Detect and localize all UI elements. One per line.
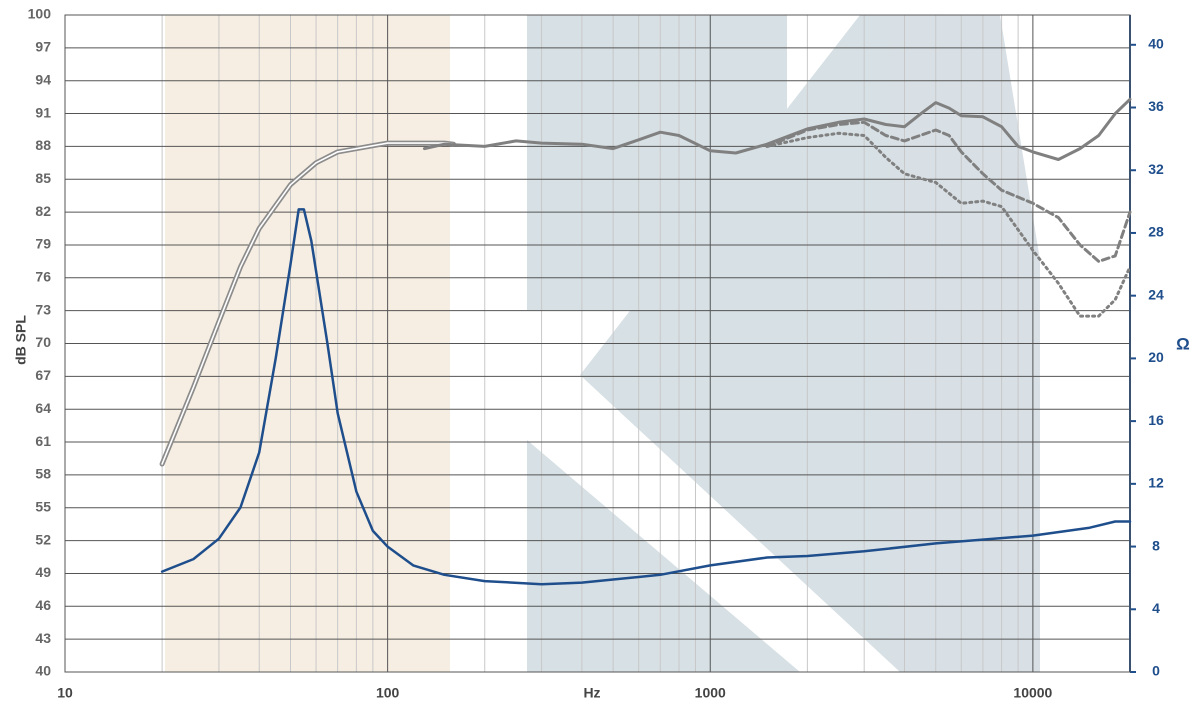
y-tick-label: 76 bbox=[35, 269, 51, 285]
y2-tick-label: 0 bbox=[1152, 663, 1160, 679]
y-tick-label: 70 bbox=[35, 334, 51, 350]
y-tick-label: 52 bbox=[35, 531, 51, 547]
y2-tick-label: 32 bbox=[1148, 161, 1164, 177]
y-tick-label: 97 bbox=[35, 39, 51, 55]
y2-tick-label: 24 bbox=[1148, 286, 1164, 302]
y-tick-label: 82 bbox=[35, 203, 51, 219]
line bbox=[160, 208, 1132, 586]
plot-frame bbox=[64, 14, 1131, 673]
y2-tick-label: 4 bbox=[1152, 600, 1160, 616]
line-inner bbox=[161, 142, 455, 465]
y-tick-label: 88 bbox=[35, 137, 51, 153]
line bbox=[765, 131, 1132, 318]
y-tick-label: 61 bbox=[35, 433, 51, 449]
x-axis-label: Hz bbox=[583, 685, 600, 701]
x-tick-label: 10 bbox=[57, 685, 73, 701]
y-tick-label: 43 bbox=[35, 630, 51, 646]
line bbox=[422, 97, 1132, 161]
y2-tick-label: 40 bbox=[1148, 35, 1164, 51]
y2-axis-label: Ω bbox=[1176, 334, 1190, 353]
y-tick-label: 79 bbox=[35, 236, 51, 252]
y2-tick-label: 20 bbox=[1148, 349, 1164, 365]
y2-tick-label: 36 bbox=[1148, 98, 1164, 114]
y2-tick-label: 12 bbox=[1148, 475, 1164, 491]
y-tick-label: 55 bbox=[35, 498, 51, 514]
y-tick-label: 100 bbox=[28, 6, 52, 22]
y-tick-label: 94 bbox=[35, 71, 51, 87]
y-tick-label: 67 bbox=[35, 367, 51, 383]
y-tick-label: 64 bbox=[35, 400, 51, 416]
y-tick-label: 46 bbox=[35, 597, 51, 613]
y-tick-label: 85 bbox=[35, 170, 51, 186]
y2-tick-label: 28 bbox=[1148, 224, 1164, 240]
x-tick-label: 100 bbox=[376, 685, 400, 701]
x-tick-label: 10000 bbox=[1013, 685, 1052, 701]
y2-tick-label: 8 bbox=[1152, 537, 1160, 553]
y-tick-label: 73 bbox=[35, 301, 51, 317]
y-axis-label: dB SPL bbox=[13, 315, 29, 365]
y-tick-label: 49 bbox=[35, 564, 51, 580]
line bbox=[765, 120, 1132, 263]
x-tick-label: 1000 bbox=[695, 685, 726, 701]
y-tick-label: 40 bbox=[35, 663, 51, 679]
y-tick-label: 58 bbox=[35, 466, 51, 482]
y-tick-label: 91 bbox=[35, 104, 51, 120]
y2-tick-label: 16 bbox=[1148, 412, 1164, 428]
